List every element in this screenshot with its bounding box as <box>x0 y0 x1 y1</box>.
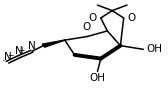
Polygon shape <box>42 40 65 47</box>
Text: −: − <box>7 52 13 61</box>
Text: O: O <box>82 22 90 32</box>
Text: OH: OH <box>90 73 106 83</box>
Text: +: + <box>19 46 25 55</box>
Text: ·: · <box>2 56 5 66</box>
Text: O: O <box>128 13 136 23</box>
Text: OH: OH <box>147 44 163 54</box>
Text: N: N <box>15 46 23 56</box>
Text: O: O <box>88 13 97 23</box>
Text: N: N <box>28 41 36 51</box>
Text: N: N <box>4 52 11 62</box>
